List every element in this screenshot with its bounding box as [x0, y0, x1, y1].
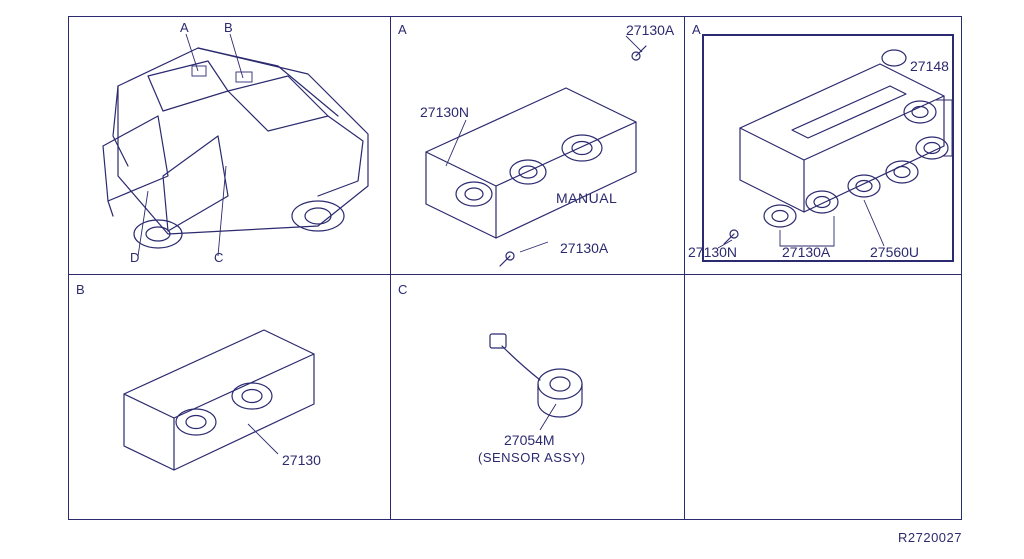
- locator-C: C: [214, 250, 224, 265]
- part-27130N-a2: 27130N: [420, 104, 469, 120]
- drawing-number: R2720027: [898, 530, 962, 545]
- locator-D: D: [130, 250, 140, 265]
- sensor-note: (SENSOR ASSY): [478, 450, 586, 465]
- diagram-sheet: A B C D A 27130N: [0, 0, 1024, 559]
- part-27130A-bot: 27130A: [560, 240, 608, 256]
- panel-C-svg: [390, 274, 684, 520]
- vehicle-svg: [68, 16, 390, 274]
- locator-A: A: [180, 20, 189, 35]
- part-27560U: 27560U: [870, 244, 919, 260]
- panel-A2-svg: [390, 16, 684, 274]
- panel-B-svg: [68, 274, 390, 520]
- part-27130A-top: 27130A: [626, 22, 674, 38]
- part-27148: 27148: [910, 58, 949, 74]
- locator-B: B: [224, 20, 233, 35]
- part-27130A-a3: 27130A: [782, 244, 830, 260]
- part-27130: 27130: [282, 452, 321, 468]
- divider-v-bot-2: [684, 274, 685, 520]
- panel-A3-svg: [684, 16, 962, 274]
- part-27054M: 27054M: [504, 432, 555, 448]
- part-27130N-a3: 27130N: [688, 244, 737, 260]
- panel-A2-note: MANUAL: [556, 190, 617, 206]
